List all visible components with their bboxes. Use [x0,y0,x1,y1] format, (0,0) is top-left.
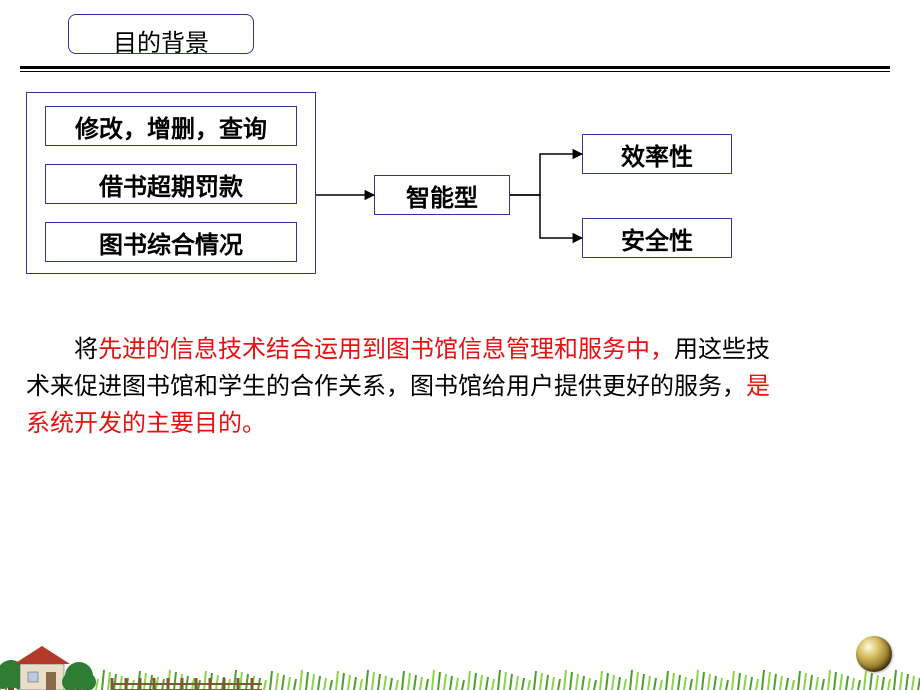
node-overdue-fine: 借书超期罚款 [45,164,297,204]
node-modify-query: 修改，增删，查询 [45,106,297,146]
purpose-paragraph: 将先进的信息技术结合运用到图书馆信息管理和服务中，用这些技术来促进图书馆和学生的… [26,332,786,444]
node-label: 修改，增删，查询 [75,109,267,144]
title-box: 目的背景 [68,14,254,54]
node-label: 图书综合情况 [99,225,243,260]
footer-scenery [0,632,920,690]
node-book-status: 图书综合情况 [45,222,297,262]
section-divider [20,66,890,72]
node-label: 借书超期罚款 [99,167,243,202]
node-security: 安全性 [582,218,732,258]
title-text: 目的背景 [113,31,209,57]
node-label: 效率性 [621,137,693,172]
node-intelligent: 智能型 [374,175,510,215]
node-label: 智能型 [406,178,478,213]
next-slide-button[interactable] [856,636,892,672]
node-label: 安全性 [621,221,693,256]
node-efficiency: 效率性 [582,134,732,174]
